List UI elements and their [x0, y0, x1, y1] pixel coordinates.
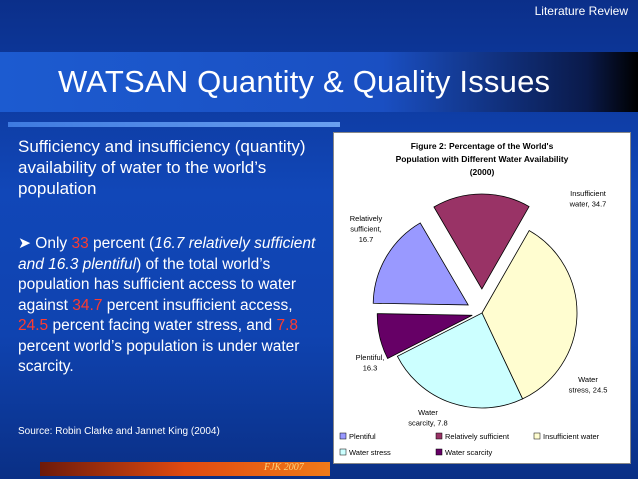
legend-swatch-plentiful	[339, 432, 347, 440]
pie-slice-water-stress	[396, 312, 524, 409]
source-citation: Source: Robin Clarke and Jannet King (20…	[18, 426, 220, 437]
slide-title: WATSAN Quantity & Quality Issues	[58, 64, 551, 99]
legend-label-relatively-sufficient: Relatively sufficient	[445, 432, 510, 441]
heading: Sufficiency and insufficiency (quantity)…	[18, 137, 306, 198]
pie-slice-relatively-sufficient	[433, 193, 530, 290]
para-text-5: percent facing water stress, and	[48, 317, 277, 334]
value-24-5: 24.5	[18, 317, 49, 334]
legend-label-water-scarcity: Water scarcity	[445, 448, 492, 457]
data-label-plentiful: Plentiful,	[356, 353, 385, 362]
legend-swatch-relatively-sufficient	[435, 432, 443, 440]
para-text-4: percent insufficient access,	[102, 296, 293, 314]
legend-label-plentiful: Plentiful	[349, 432, 376, 441]
value-7-8: 7.8	[276, 317, 299, 334]
data-label-water-stress: Water	[578, 375, 598, 384]
title-bar	[0, 52, 638, 112]
bullet-icon: ➤	[18, 235, 36, 252]
para-italic: 16.7 relatively sufficient and 16.3 plen…	[18, 235, 316, 273]
footer-text: FJK 2007	[264, 462, 304, 473]
chart-title-line-2: Population with Different Water Availabi…	[396, 154, 569, 164]
title-underline	[8, 122, 340, 127]
chart-title-line-3: (2000)	[470, 167, 495, 177]
para-text-6: percent world’s population is under wate…	[18, 337, 300, 376]
section-label: Literature Review	[534, 4, 628, 18]
value-33: 33	[71, 235, 89, 252]
data-label-relatively-sufficient: sufficient,	[350, 225, 382, 234]
body-paragraph: ➤ Only 33 percent (16.7 relatively suffi…	[18, 234, 318, 378]
para-text-3: ) of the total world’s population has su…	[18, 255, 297, 314]
data-label-relatively-sufficient: Relatively	[350, 214, 383, 223]
chart-box: Figure 2: Percentage of the World's Popu…	[333, 132, 631, 464]
data-label-insufficient-water: Insufficient	[570, 189, 607, 198]
data-label-plentiful: 16.3	[363, 364, 378, 373]
footer-bar	[40, 462, 330, 476]
data-label-water-scarcity: Water	[418, 408, 438, 417]
pie-slice-plentiful	[372, 222, 469, 306]
chart-title-line-1: Figure 2: Percentage of the World's	[411, 141, 554, 151]
pie-slice-water-scarcity	[376, 313, 473, 360]
legend-swatch-water-stress	[339, 448, 347, 456]
pie-chart: Figure 2: Percentage of the World's Popu…	[339, 141, 608, 457]
data-label-water-stress: stress, 24.5	[569, 386, 608, 395]
value-34-7: 34.7	[72, 296, 103, 314]
para-text-1: Only	[35, 235, 72, 252]
data-label-water-scarcity: scarcity, 7.8	[408, 419, 447, 428]
legend-swatch-insufficient-water	[533, 432, 541, 440]
pie-slice-insufficient-water	[481, 230, 578, 400]
data-label-insufficient-water: water, 34.7	[569, 200, 607, 209]
legend-label-water-stress: Water stress	[349, 448, 391, 457]
legend-swatch-water-scarcity	[435, 448, 443, 456]
legend-label-insufficient-water: Insufficient water	[543, 432, 600, 441]
data-label-relatively-sufficient: 16.7	[359, 235, 374, 244]
para-text-2: percent (	[88, 235, 155, 252]
